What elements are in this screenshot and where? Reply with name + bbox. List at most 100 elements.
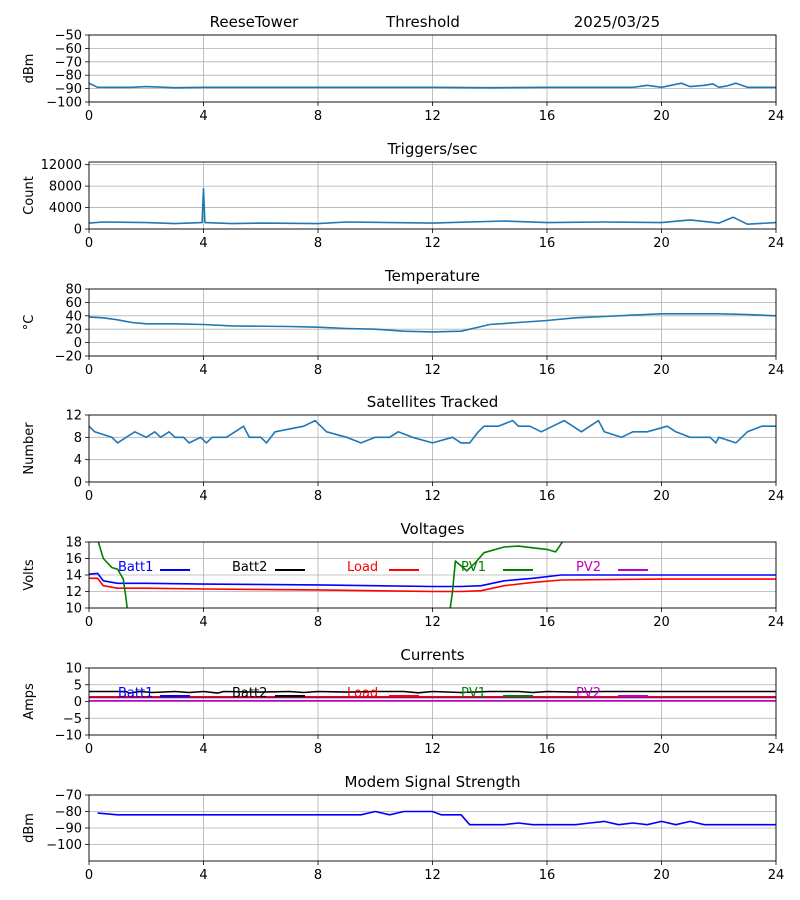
x-tick-label: 4 [199,236,207,251]
series-line-batt1 [97,810,776,826]
y-tick-label: −50 [55,29,82,44]
x-tick-label: 20 [653,236,670,251]
x-tick-label: 24 [768,742,785,757]
series-line-load [89,577,776,593]
x-tick-label: 24 [768,615,785,630]
y-tick-label: 0 [74,476,82,491]
legend-label-batt1: Batt1 [118,560,153,575]
series-line-pv1 [97,542,564,608]
series-line-data [89,312,776,333]
y-tick-label: −80 [55,69,82,84]
y-tick-label: 5 [74,678,82,693]
x-tick-label: 20 [653,868,670,883]
x-tick-label: 4 [199,868,207,883]
y-axis-label: Volts [22,559,37,591]
x-tick-label: 0 [85,868,93,883]
x-tick-label: 8 [314,236,322,251]
legend-label-pv2: PV2 [576,560,601,575]
x-tick-label: 24 [768,109,785,124]
y-tick-label: −90 [55,82,82,97]
chart-panel-6: 0 4 8 12 16 20 24 −100−90 −80−70 Modem Signal Str… [22,773,784,883]
chart-title: Temperature [384,267,480,285]
y-tick-label: −70 [55,55,82,70]
chart-title: Modem Signal Strength [345,773,521,791]
x-tick-label: 0 [85,615,93,630]
x-tick-label: 0 [85,363,93,378]
x-tick-label: 4 [199,363,207,378]
chart-title: Triggers/sec [387,140,478,158]
y-tick-label: 8000 [49,180,82,195]
y-tick-label: −60 [55,42,82,57]
y-tick-label: 12 [65,409,82,424]
x-tick-label: 8 [314,868,322,883]
x-tick-label: 12 [424,615,441,630]
series-line-batt1 [89,572,776,588]
y-tick-label: 0 [74,336,82,351]
chart-panel-1: 0 4 8 12 16 20 24 0 4000 8000 12000 Triggers/sec Cou… [22,140,784,251]
y-axis-label: Number [22,422,37,475]
x-tick-label: 24 [768,868,785,883]
y-tick-label: 12000 [41,158,82,173]
x-tick-label: 20 [653,489,670,504]
x-tick-label: 16 [539,236,556,251]
y-tick-label: −100 [46,838,82,853]
y-tick-label: 0 [74,695,82,710]
legend-label-batt2: Batt2 [232,560,267,575]
y-tick-label: −10 [55,729,82,744]
x-tick-label: 16 [539,109,556,124]
legend-label-load: Load [347,686,378,701]
x-tick-label: 12 [424,868,441,883]
y-axis-label: °C [22,315,37,331]
x-tick-label: 0 [85,236,93,251]
x-tick-label: 16 [539,489,556,504]
legend-label-pv2: PV2 [576,686,601,701]
y-tick-label: 4000 [49,201,82,216]
y-tick-label: −70 [55,789,82,804]
chart-panel-3: 0 4 8 12 16 20 24 0 4 8 12 Satellites Tracked Number [22,393,784,504]
series-line-data [89,419,776,444]
y-axis-label: dBm [22,813,37,843]
y-tick-label: −20 [55,350,82,365]
x-tick-label: 8 [314,615,322,630]
legend-label-pv1: PV1 [461,560,486,575]
y-tick-label: −90 [55,822,82,837]
x-tick-label: 8 [314,742,322,757]
x-tick-label: 20 [653,615,670,630]
legend-label-batt1: Batt1 [118,686,153,701]
legend-label-pv1: PV1 [461,686,486,701]
x-tick-label: 0 [85,109,93,124]
y-tick-label: 20 [65,323,82,338]
y-tick-label: 8 [74,431,82,446]
header-station: ReeseTower [210,13,300,31]
x-tick-label: 24 [768,363,785,378]
y-tick-label: 12 [65,585,82,600]
header: ReeseTower Threshold 2025/03/25 [210,13,661,31]
x-tick-label: 12 [424,363,441,378]
x-tick-label: 0 [85,489,93,504]
x-tick-label: 16 [539,615,556,630]
y-tick-label: 80 [65,283,82,298]
x-tick-label: 12 [424,489,441,504]
x-tick-label: 16 [539,742,556,757]
x-tick-label: 4 [199,742,207,757]
header-mode: Threshold [385,13,460,31]
x-tick-label: 20 [653,742,670,757]
legend-label-batt2: Batt2 [232,686,267,701]
y-tick-label: 16 [65,552,82,567]
chart-title: Currents [400,646,464,664]
y-axis-label: dBm [22,54,37,84]
x-tick-label: 8 [314,109,322,124]
x-tick-label: 12 [424,236,441,251]
x-tick-label: 4 [199,109,207,124]
x-tick-label: 4 [199,615,207,630]
x-tick-label: 20 [653,109,670,124]
chart-panel-0: 0 4 8 12 16 20 24 −100−90−80−70−60−50 dBm [22,29,784,125]
y-axis-label: Amps [22,683,37,720]
x-tick-label: 16 [539,363,556,378]
y-tick-label: −5 [63,712,82,727]
series-line-data [89,82,776,89]
